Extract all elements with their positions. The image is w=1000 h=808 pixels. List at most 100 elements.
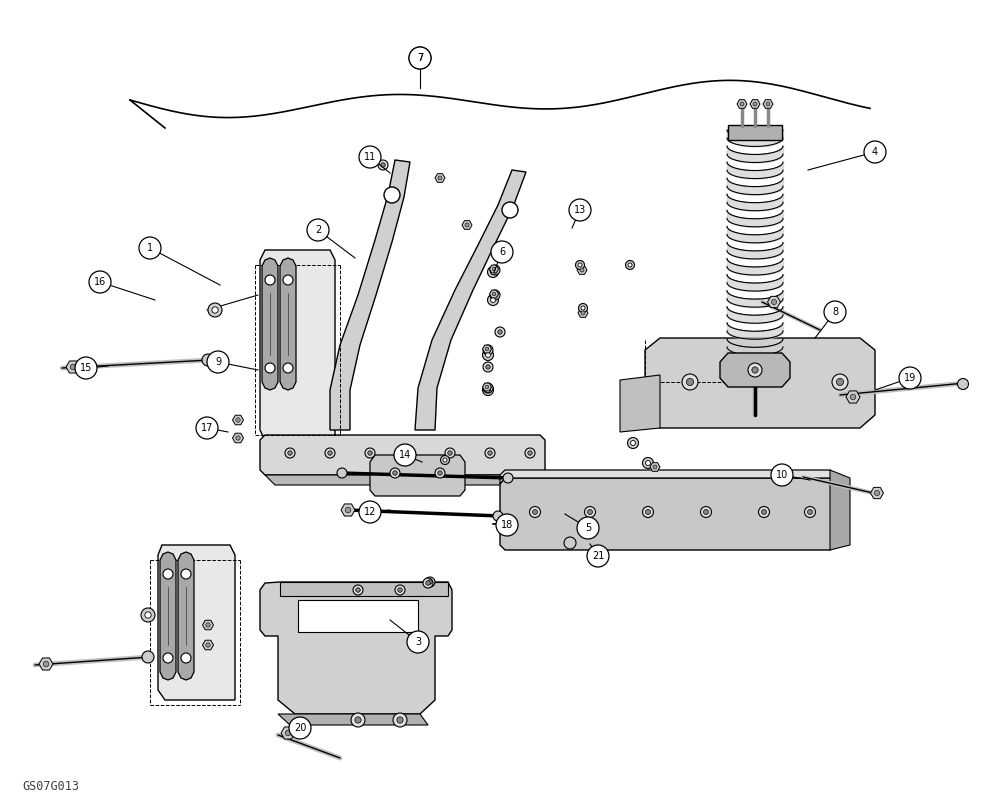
- Circle shape: [642, 507, 654, 517]
- Circle shape: [492, 292, 496, 296]
- Text: 17: 17: [201, 423, 213, 433]
- Text: 4: 4: [872, 147, 878, 157]
- Circle shape: [423, 578, 433, 588]
- Text: 16: 16: [94, 277, 106, 287]
- Polygon shape: [260, 250, 335, 440]
- Circle shape: [448, 451, 452, 455]
- Circle shape: [445, 448, 455, 458]
- Circle shape: [325, 448, 335, 458]
- Polygon shape: [870, 487, 884, 499]
- Circle shape: [440, 456, 450, 465]
- Circle shape: [493, 267, 497, 272]
- Circle shape: [486, 364, 490, 369]
- Polygon shape: [265, 475, 550, 485]
- Circle shape: [832, 374, 848, 390]
- Circle shape: [196, 417, 218, 439]
- Circle shape: [576, 260, 584, 270]
- Circle shape: [393, 713, 407, 727]
- Circle shape: [874, 490, 880, 495]
- Circle shape: [682, 374, 698, 390]
- Text: 9: 9: [215, 357, 221, 367]
- Circle shape: [492, 267, 496, 271]
- Circle shape: [496, 514, 518, 536]
- Circle shape: [486, 388, 490, 393]
- Circle shape: [642, 457, 654, 469]
- Circle shape: [836, 378, 844, 385]
- Circle shape: [438, 471, 442, 475]
- Circle shape: [398, 587, 402, 592]
- Circle shape: [285, 730, 291, 736]
- Circle shape: [578, 304, 588, 313]
- Text: 8: 8: [832, 307, 838, 317]
- Circle shape: [181, 653, 191, 663]
- Circle shape: [578, 263, 582, 267]
- Polygon shape: [330, 160, 410, 430]
- Circle shape: [491, 270, 495, 275]
- Circle shape: [426, 581, 430, 585]
- Polygon shape: [500, 478, 835, 550]
- Polygon shape: [280, 258, 296, 390]
- Circle shape: [208, 303, 222, 317]
- Polygon shape: [768, 297, 780, 308]
- Polygon shape: [178, 552, 194, 680]
- Circle shape: [503, 473, 513, 483]
- Circle shape: [397, 717, 403, 723]
- Circle shape: [569, 199, 591, 221]
- Circle shape: [438, 176, 442, 180]
- Circle shape: [307, 219, 329, 241]
- Circle shape: [528, 451, 532, 455]
- Polygon shape: [620, 375, 660, 432]
- Circle shape: [328, 451, 332, 455]
- Circle shape: [206, 643, 210, 647]
- Polygon shape: [341, 504, 355, 516]
- Circle shape: [753, 102, 757, 106]
- Circle shape: [498, 330, 502, 335]
- Circle shape: [564, 537, 576, 549]
- Circle shape: [409, 47, 431, 69]
- Polygon shape: [763, 99, 773, 108]
- Polygon shape: [260, 582, 452, 714]
- Polygon shape: [462, 221, 472, 229]
- Circle shape: [482, 385, 494, 395]
- Text: 13: 13: [574, 205, 586, 215]
- Polygon shape: [280, 582, 448, 596]
- Circle shape: [808, 510, 812, 515]
- Circle shape: [626, 260, 635, 270]
- Circle shape: [337, 468, 347, 478]
- Circle shape: [425, 577, 435, 587]
- Text: 19: 19: [904, 373, 916, 383]
- Polygon shape: [158, 545, 235, 700]
- Circle shape: [353, 585, 363, 595]
- Text: 15: 15: [80, 363, 92, 373]
- Polygon shape: [202, 621, 214, 629]
- Circle shape: [289, 717, 311, 739]
- Circle shape: [145, 612, 151, 618]
- Circle shape: [408, 451, 412, 455]
- Circle shape: [393, 471, 397, 475]
- Polygon shape: [720, 353, 790, 387]
- Circle shape: [351, 713, 365, 727]
- Circle shape: [759, 507, 770, 517]
- Circle shape: [265, 363, 275, 373]
- Circle shape: [653, 465, 657, 469]
- Polygon shape: [415, 170, 526, 430]
- Circle shape: [141, 608, 155, 622]
- Circle shape: [584, 507, 596, 517]
- Polygon shape: [482, 345, 492, 353]
- Circle shape: [488, 267, 498, 277]
- Circle shape: [206, 623, 210, 627]
- Circle shape: [142, 651, 154, 663]
- Circle shape: [394, 444, 416, 466]
- Text: 6: 6: [499, 247, 505, 257]
- Text: 11: 11: [364, 152, 376, 162]
- Circle shape: [491, 297, 495, 302]
- Circle shape: [236, 418, 240, 423]
- Circle shape: [581, 306, 585, 310]
- Circle shape: [502, 202, 518, 218]
- Circle shape: [686, 378, 694, 385]
- Polygon shape: [39, 658, 53, 670]
- Circle shape: [435, 468, 445, 478]
- Polygon shape: [737, 99, 747, 108]
- Polygon shape: [262, 258, 278, 390]
- Text: 3: 3: [415, 637, 421, 647]
